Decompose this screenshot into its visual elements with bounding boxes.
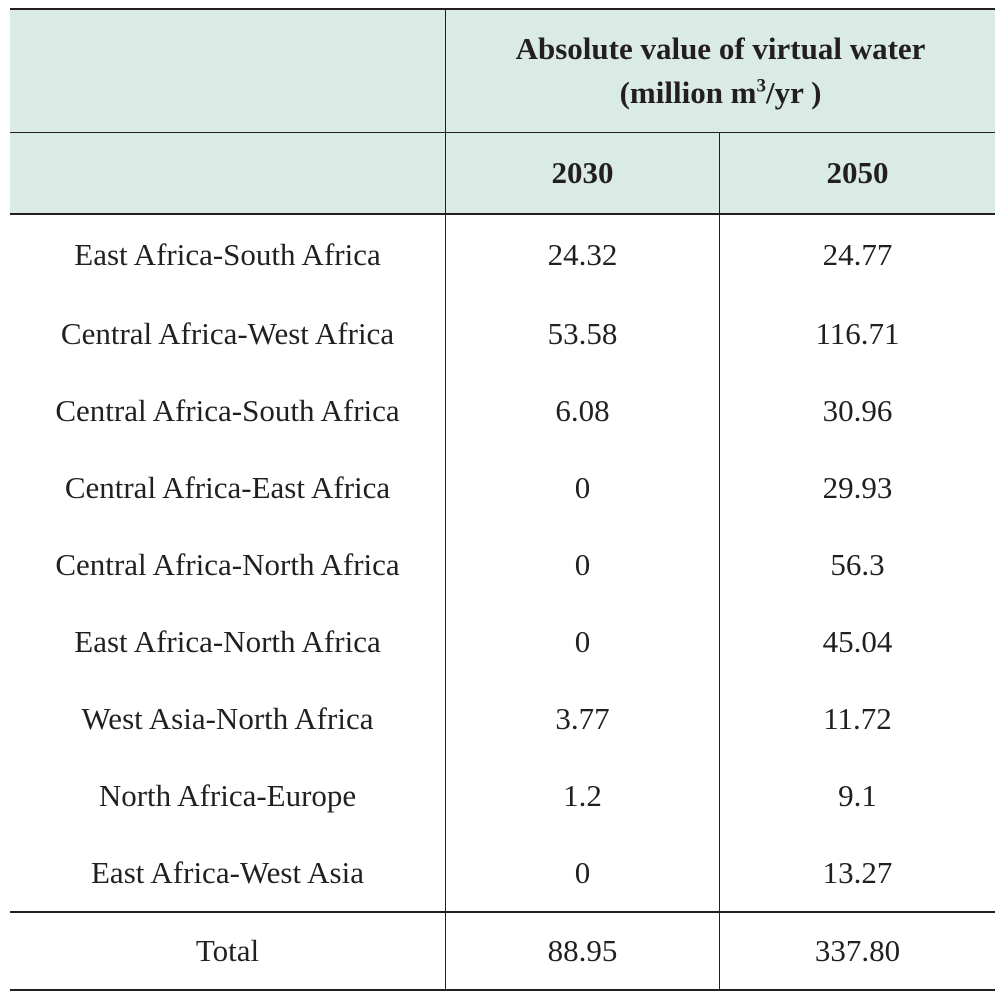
table-row: East Africa-South Africa 24.32 24.77 — [10, 215, 995, 295]
value-2050: 11.72 — [823, 700, 892, 736]
value-2050: 13.27 — [822, 854, 893, 890]
row-label: Central Africa-West Africa — [10, 295, 446, 372]
header-year-2030: 2030 — [446, 133, 720, 213]
row-label: West Asia-North Africa — [10, 680, 446, 757]
value-2050: 30.96 — [822, 392, 893, 428]
row-label: East Africa-West Asia — [10, 834, 446, 911]
row-label: Central Africa-South Africa — [10, 372, 446, 449]
table-row: North Africa-Europe 1.2 9.1 — [10, 757, 995, 834]
total-2050: 337.80 — [814, 933, 901, 968]
header-row-years: 2030 2050 — [10, 133, 995, 215]
value-2030: 6.08 — [446, 372, 720, 449]
total-row: Total 88.95 337.80 — [10, 911, 995, 991]
table-row: Central Africa-East Africa 0 29.93 — [10, 449, 995, 526]
value-2050: 116.71 — [815, 315, 900, 351]
value-2050: 56.3 — [830, 546, 885, 582]
header-year-2050: 2050 — [826, 155, 889, 190]
value-2030: 0 — [446, 449, 720, 526]
value-2050: 29.93 — [822, 469, 893, 505]
row-label: East Africa-North Africa — [10, 603, 446, 680]
value-2030: 0 — [446, 603, 720, 680]
virtual-water-table: Absolute value of virtual water (million… — [10, 8, 995, 991]
value-2030: 24.32 — [446, 215, 720, 295]
total-label: Total — [10, 913, 446, 989]
header-title-line1: Absolute value of virtual water — [515, 31, 926, 66]
table-row: East Africa-North Africa 0 45.04 — [10, 603, 995, 680]
row-label: East Africa-South Africa — [10, 215, 446, 295]
row-label: North Africa-Europe — [10, 757, 446, 834]
table-row: West Asia-North Africa 3.77 11.72 — [10, 680, 995, 757]
header-unit-prefix: (million m — [619, 75, 757, 110]
value-2050: 24.77 — [822, 237, 893, 272]
header-unit-suffix: /yr ) — [766, 75, 822, 110]
value-2050: 45.04 — [822, 623, 893, 659]
value-2050: 9.1 — [838, 777, 877, 813]
row-label: Central Africa-East Africa — [10, 449, 446, 526]
value-2030: 0 — [446, 834, 720, 911]
value-2030: 1.2 — [446, 757, 720, 834]
table-row: East Africa-West Asia 0 13.27 — [10, 834, 995, 911]
header-row-title: Absolute value of virtual water (million… — [10, 8, 995, 133]
table-row: Central Africa-West Africa 53.58 116.71 — [10, 295, 995, 372]
table-row: Central Africa-North Africa 0 56.3 — [10, 526, 995, 603]
value-2030: 53.58 — [446, 295, 720, 372]
total-2030: 88.95 — [446, 913, 720, 989]
header-title-line2: (million m3/yr ) — [620, 71, 822, 115]
value-2030: 0 — [446, 526, 720, 603]
header-title-cell: Absolute value of virtual water (million… — [446, 10, 995, 132]
header-empty-cell — [10, 10, 446, 132]
value-2030: 3.77 — [446, 680, 720, 757]
header-empty-cell — [10, 133, 446, 213]
header-unit-superscript: 3 — [756, 75, 767, 97]
row-label: Central Africa-North Africa — [10, 526, 446, 603]
table-row: Central Africa-South Africa 6.08 30.96 — [10, 372, 995, 449]
